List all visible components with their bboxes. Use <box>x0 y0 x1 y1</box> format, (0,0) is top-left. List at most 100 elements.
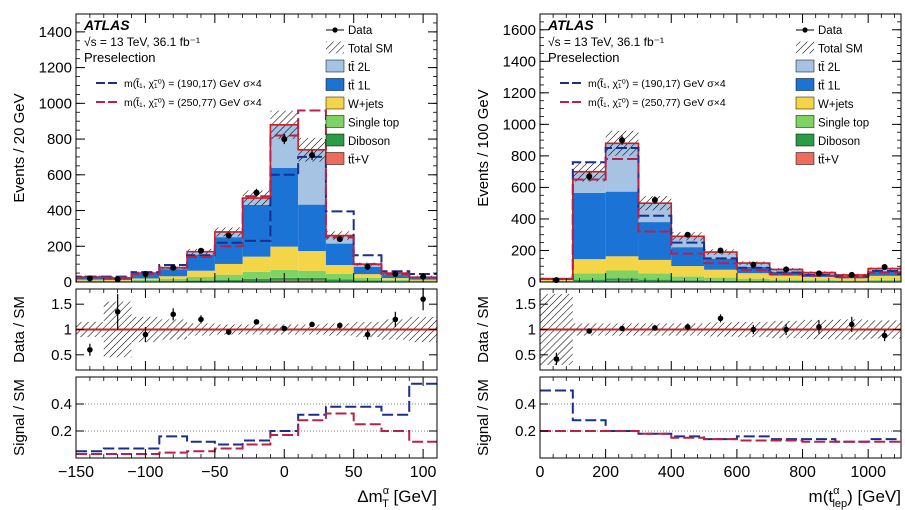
stack-bar-tt1l <box>298 204 326 252</box>
stack-bar-wjets <box>802 276 836 281</box>
stack-bar-wjets <box>704 269 737 278</box>
stack-bar-tt1l <box>353 266 382 275</box>
legend-swatch-wjets <box>325 96 345 110</box>
legend-swatch-diboson <box>795 133 815 147</box>
signal-ratio-line-sigA <box>540 389 901 443</box>
data-point <box>815 270 822 277</box>
stack-bar-singletop <box>572 273 606 280</box>
x-tick-label: 200 <box>592 464 619 481</box>
signal-frame <box>539 376 902 459</box>
y-tick-label: 1600 <box>503 22 536 39</box>
stack-bar-wjets <box>736 273 770 279</box>
legend-label: tt̄+V <box>818 154 839 166</box>
energy-lumi-label: √s = 13 TeV, 36.1 fb⁻¹ <box>84 35 200 49</box>
ratio-y-tick-label: 0.5 <box>515 347 536 364</box>
stack-bar-tt2l <box>704 252 737 259</box>
data-point <box>881 264 888 271</box>
x-axis-label: m(tα lep) [GeV] <box>809 485 901 510</box>
data-point <box>586 173 593 180</box>
data-point <box>281 136 288 143</box>
x-tick-label: −150 <box>58 464 94 481</box>
stack-bar-wjets <box>270 246 299 270</box>
y-tick-label: 1000 <box>503 116 536 133</box>
ratio-point <box>619 325 625 332</box>
stack-bar-tt1l <box>325 243 354 266</box>
signal-y-tick-label: 0.4 <box>51 396 72 413</box>
y-tick-label: 0 <box>64 274 72 291</box>
y-tick-label: 600 <box>511 179 536 196</box>
data-point <box>170 264 177 271</box>
ratio-point <box>783 326 789 333</box>
stack-bar-wjets <box>638 259 672 274</box>
legend-swatch-ttv <box>795 152 815 165</box>
stack-bar-singletop <box>736 278 770 282</box>
ratio-point <box>225 329 232 335</box>
x-axis-label-sub: lep <box>832 498 847 510</box>
energy-lumi-label: √s = 13 TeV, 36.1 fb⁻¹ <box>548 35 664 49</box>
legend-label: tt̄ 2L <box>818 62 841 74</box>
legend-label: Data <box>348 25 373 37</box>
legend-label: tt̄ 1L <box>348 80 371 92</box>
signal-line-sigB <box>540 158 901 282</box>
right-plot: 0 200 400 600 800 1000 1200 1400 1600 0.5 1 1.5 0.2 0… <box>475 13 902 510</box>
y-tick-label: 0 <box>528 274 536 291</box>
stack-bar-diboson <box>638 279 672 282</box>
data-point <box>717 247 724 254</box>
stack-bar-singletop <box>835 280 869 282</box>
x-tick-label: 800 <box>789 464 816 481</box>
legend-swatch-tt1l <box>325 78 345 91</box>
stack-bar-singletop <box>769 279 803 282</box>
legend-label: Data <box>818 25 843 37</box>
ratio-y-tick-label: 1 <box>64 322 72 339</box>
signal-ratio-line-sigA <box>76 382 437 453</box>
legend-swatch-wjets <box>795 96 815 110</box>
data-point <box>619 137 626 144</box>
legend-label: Single top <box>818 118 869 130</box>
stack-bar-ttv <box>605 280 639 282</box>
stack-bar-wjets <box>298 251 326 271</box>
legend-label: Single top <box>348 118 399 130</box>
ratio-point <box>87 346 93 353</box>
data-point <box>684 231 691 238</box>
stack-bar-singletop <box>802 280 836 282</box>
y-axis-label: Events / 20 GeV <box>11 93 28 202</box>
x-axis-label-main: Δm <box>357 487 383 506</box>
x-tick-label: 0 <box>280 464 289 481</box>
ratio-point <box>253 319 260 325</box>
y-tick-label: 200 <box>511 242 536 259</box>
stack-bar-tt1l <box>214 237 243 264</box>
x-tick-label: 0 <box>536 464 545 481</box>
x-axis-label-unit: [GeV] <box>389 487 437 506</box>
legend-label: Diboson <box>818 136 860 148</box>
ratio-point <box>717 315 724 322</box>
x-axis-label-unit: ) [GeV] <box>847 487 901 506</box>
data-point <box>783 266 790 273</box>
signal-ratio-line-sigB <box>76 412 437 455</box>
signal-axis-label: Signal / SM <box>475 379 492 456</box>
stack-bar-diboson <box>704 280 737 282</box>
left-plot: 02004006008001000120014000.511.50.20.4−1… <box>11 13 438 510</box>
y-tick-label: 200 <box>47 238 72 255</box>
signal-y-tick-label: 0.4 <box>515 396 536 413</box>
stack-bar-tt1l <box>159 269 188 277</box>
y-tick-label: 800 <box>511 148 536 165</box>
y-tick-label: 400 <box>47 203 72 220</box>
plot-area <box>540 130 901 443</box>
x-tick-label: 1000 <box>850 464 886 481</box>
signal-y-tick-label: 0.2 <box>51 423 72 440</box>
stack-bar-tt1l <box>638 222 672 260</box>
legend-hatch-swatch <box>326 41 344 54</box>
stack-bar-wjets <box>325 265 354 274</box>
atlas-label: ATLAS <box>547 17 594 33</box>
ratio-axis-label: Data / SM <box>11 296 28 363</box>
signal-legend-label: m(t̃₁, χ̃₁⁰) = (250,77) GeV σ×4 <box>588 97 726 109</box>
ratio-point <box>420 296 426 302</box>
stack-bar-tt1l <box>605 191 639 257</box>
signal-ratio-line-sigB <box>540 430 901 443</box>
ratio-point <box>392 316 399 323</box>
legend-swatch-singletop <box>795 115 815 128</box>
legend-label: W+jets <box>348 99 384 111</box>
stack-bar-singletop <box>242 271 271 279</box>
data-point <box>750 261 757 268</box>
ratio-point <box>586 328 593 334</box>
